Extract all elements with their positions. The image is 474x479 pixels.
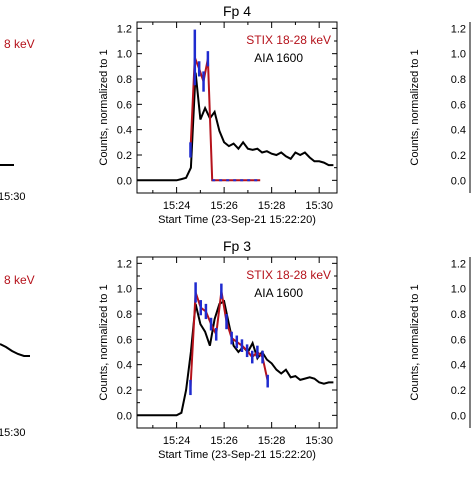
y-tick-label: 1.0 xyxy=(117,49,132,61)
y-tick-label: 1.2 xyxy=(117,258,132,270)
y-axis-label: Counts, normalized to 1 xyxy=(98,284,110,400)
x-tick-label: 15:28 xyxy=(258,435,286,447)
right-top-partial-panel: 1.2 1.0 0.8 0.6 0.4 0.2 0.0 Counts, normalized … xyxy=(409,22,471,193)
y-tick-label: 0.4 xyxy=(117,125,132,137)
right-y-tick-label: 0.2 xyxy=(451,150,466,162)
panel-fp4: Fp 4 0.0 0.2 0.4 0.6 0.8 1.0 1.2 15:24 15:26 15:28… xyxy=(98,3,338,226)
y-tick-label: 0.8 xyxy=(117,74,132,86)
right-y-tick-label: 0.4 xyxy=(451,125,466,137)
right-y-tick-label: 1.2 xyxy=(451,23,466,35)
x-tick-label: 15:24 xyxy=(163,200,191,212)
right-y-tick-label: 0.0 xyxy=(451,175,466,187)
legend-stix: STIX 18-28 keV xyxy=(246,33,331,47)
right-y-tick-label: 0.6 xyxy=(451,334,466,346)
right-bottom-partial-panel: 1.2 1.0 0.8 0.6 0.4 0.2 0.0 Counts, normalized … xyxy=(409,257,471,428)
x-axis-label: Start Time (23-Sep-21 15:22:20) xyxy=(158,214,316,226)
x-tick-label: 15:24 xyxy=(163,435,191,447)
y-tick-label: 0.2 xyxy=(117,385,132,397)
panel-fp3: Fp 3 0.0 0.2 0.4 0.6 0.8 1.0 1.2 15:24 15:26 15:28… xyxy=(98,238,338,461)
left-bottom-partial-panel: 8 keV 15:30 ) xyxy=(0,273,35,439)
left-bottom-x-tick: 15:30 xyxy=(0,427,26,439)
plot-frame xyxy=(136,21,338,194)
right-y-axis-label: Counts, normalized to 1 xyxy=(409,284,421,400)
y-tick-label: 0.8 xyxy=(117,309,132,321)
x-tick-label: 15:26 xyxy=(210,200,238,212)
right-y-tick-label: 0.8 xyxy=(451,74,466,86)
left-top-partial-panel: 8 keV 15:30 ) xyxy=(0,37,35,203)
legend-stix: STIX 18-28 keV xyxy=(246,268,331,282)
panel-title: Fp 4 xyxy=(223,3,251,19)
right-y-tick-label: 0.4 xyxy=(451,360,466,372)
y-tick-label: 0.4 xyxy=(117,360,132,372)
aia-1600-line xyxy=(137,299,334,417)
left-bottom-legend-stix: 8 keV xyxy=(4,273,35,287)
x-tick-label: 15:28 xyxy=(258,200,286,212)
right-y-tick-label: 0.2 xyxy=(451,385,466,397)
right-y-tick-label: 1.0 xyxy=(451,284,466,296)
panel-title: Fp 3 xyxy=(223,238,251,254)
x-tick-label: 15:26 xyxy=(210,435,238,447)
y-tick-label: 0.0 xyxy=(117,410,132,422)
aia-1600-line xyxy=(137,72,334,182)
right-y-tick-label: 0.0 xyxy=(451,410,466,422)
x-axis-label: Start Time (23-Sep-21 15:22:20) xyxy=(158,449,316,461)
y-tick-label: 0.6 xyxy=(117,99,132,111)
plot-frame xyxy=(136,256,338,429)
y-tick-label: 0.2 xyxy=(117,150,132,162)
left-top-legend-stix: 8 keV xyxy=(4,37,35,51)
legend-aia: AIA 1600 xyxy=(254,51,303,65)
y-tick-label: 1.0 xyxy=(117,284,132,296)
left-bottom-aia-line xyxy=(0,343,30,357)
x-tick-label: 15:30 xyxy=(305,435,333,447)
y-tick-label: 0.6 xyxy=(117,334,132,346)
y-tick-label: 1.2 xyxy=(117,23,132,35)
left-top-x-tick: 15:30 xyxy=(0,191,26,203)
legend-aia: AIA 1600 xyxy=(254,286,303,300)
right-y-axis-label: Counts, normalized to 1 xyxy=(409,49,421,165)
right-y-tick-label: 0.8 xyxy=(451,309,466,321)
y-axis-label: Counts, normalized to 1 xyxy=(98,49,110,165)
right-y-tick-label: 1.0 xyxy=(451,49,466,61)
x-tick-label: 15:30 xyxy=(305,200,333,212)
y-tick-label: 0.0 xyxy=(117,175,132,187)
right-y-tick-label: 0.6 xyxy=(451,99,466,111)
right-y-tick-label: 1.2 xyxy=(451,258,466,270)
stix-line xyxy=(189,291,269,388)
